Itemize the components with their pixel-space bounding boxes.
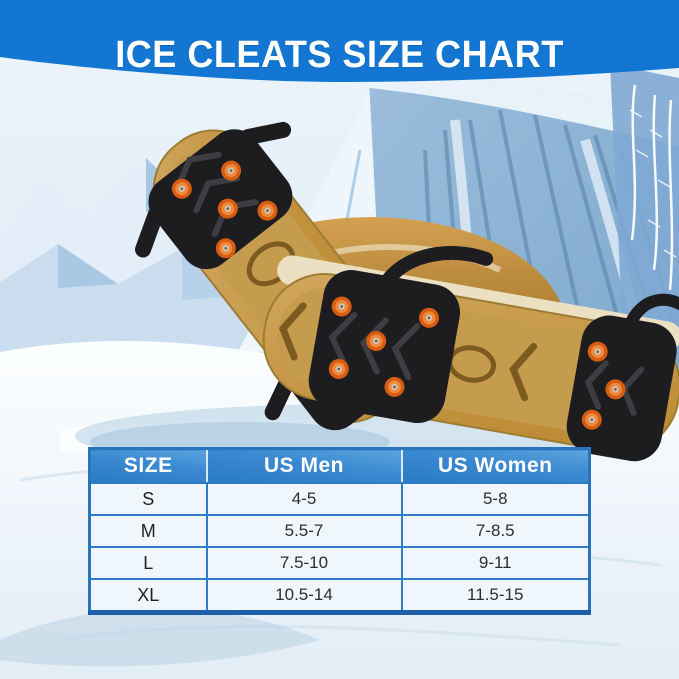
table-cell: 5.5-7 <box>206 514 403 547</box>
table-row-m: M 5.5-7 7-8.5 <box>89 514 590 547</box>
table-cell: 4-5 <box>206 483 403 515</box>
table-cell: 7.5-10 <box>206 546 403 579</box>
size-table-header-us-women: US Women <box>401 448 590 484</box>
table-cell: 11.5-15 <box>401 578 590 613</box>
table-cell: 10.5-14 <box>206 578 403 613</box>
size-table-header-us-men: US Men <box>206 448 403 484</box>
table-row-xl: XL 10.5-14 11.5-15 <box>89 578 590 613</box>
size-table: SIZE US Men US Women S 4-5 5-8 M 5.5-7 7… <box>88 447 591 615</box>
right-boot <box>262 246 679 462</box>
table-cell: XL <box>89 578 208 613</box>
table-cell: L <box>89 546 208 579</box>
poster-title: ICE CLEATS SIZE CHART <box>115 34 564 77</box>
table-cell: S <box>89 483 208 515</box>
table-cell: 9-11 <box>401 546 590 579</box>
table-cell: 5-8 <box>401 483 590 515</box>
frost-feathers <box>610 64 679 330</box>
table-cell: M <box>89 514 208 547</box>
table-row-l: L 7.5-10 9-11 <box>89 546 590 579</box>
table-row-s: S 4-5 5-8 <box>89 483 590 515</box>
size-table-header-row: SIZE US Men US Women <box>89 448 590 484</box>
table-cell: 7-8.5 <box>401 514 590 547</box>
size-table-header-size: SIZE <box>89 448 208 484</box>
